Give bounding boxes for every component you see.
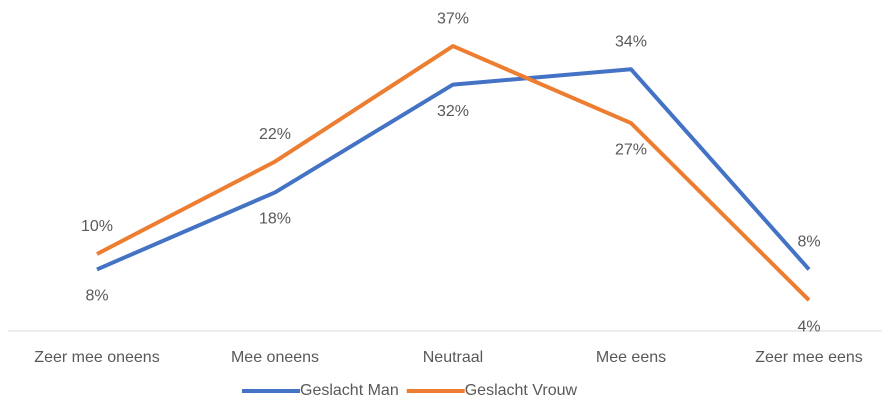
x-tick-label: Mee oneens bbox=[231, 349, 319, 366]
data-label: 34% bbox=[615, 33, 647, 50]
x-tick-label: Zeer mee oneens bbox=[34, 349, 159, 366]
x-tick-label: Zeer mee eens bbox=[755, 349, 863, 366]
data-label: 32% bbox=[437, 103, 469, 120]
x-tick-label: Mee eens bbox=[596, 349, 666, 366]
data-label: 4% bbox=[797, 318, 820, 335]
data-label: 22% bbox=[259, 126, 291, 143]
x-tick-label: Neutraal bbox=[423, 349, 483, 366]
data-label: 18% bbox=[259, 211, 291, 228]
series-line bbox=[96, 67, 811, 272]
series-line bbox=[96, 44, 811, 302]
legend-label: Geslacht Man bbox=[300, 382, 399, 399]
data-label: 8% bbox=[85, 288, 108, 305]
data-label: 10% bbox=[81, 218, 113, 235]
data-label: 27% bbox=[615, 141, 647, 158]
legend-label: Geslacht Vrouw bbox=[465, 382, 578, 399]
data-label: 8% bbox=[797, 234, 820, 251]
data-label: 37% bbox=[437, 10, 469, 27]
